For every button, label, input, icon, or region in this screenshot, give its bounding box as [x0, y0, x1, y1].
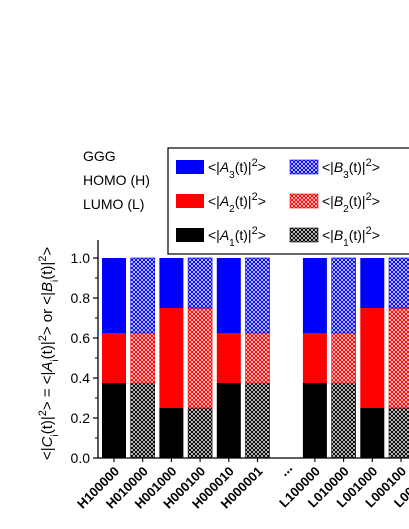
bar-h000010-a1	[216, 383, 241, 458]
legend-label-b3: <|B3(t)|2>	[322, 157, 380, 181]
y-tick-label: 0.8	[71, 290, 91, 306]
y-tick-label: 1.0	[71, 250, 91, 266]
y-axis-label-text: <|Ci(t)|2> = <|Ai(t)|2> or <|Bi(t)|2>	[37, 247, 61, 460]
legend-swatch-a1	[176, 228, 204, 242]
bar-l001000-a3	[360, 258, 385, 308]
bar-l000100-b3	[388, 257, 409, 309]
bars-group	[102, 257, 409, 459]
bar-h010000-b2	[130, 332, 155, 384]
bar-l001000-a2	[360, 308, 385, 408]
bar-h001000-a3	[159, 258, 184, 308]
bar-l001000-a1	[360, 408, 385, 458]
bar-h000001-b2	[245, 332, 270, 384]
annotation-line-lumo: LUMO (L)	[83, 196, 145, 212]
bar-l000100-b1	[388, 407, 409, 459]
bar-l010000-b1	[331, 382, 356, 459]
y-tick-label: 0.0	[71, 450, 91, 466]
bar-h000001-b1	[245, 382, 270, 459]
bar-h001000-a1	[159, 408, 184, 458]
bar-l000100-b2	[388, 307, 409, 409]
bar-l010000-b3	[331, 257, 356, 334]
legend-swatch-a3	[176, 160, 204, 174]
legend-box	[167, 147, 409, 255]
bar-l100000-a3	[302, 258, 327, 333]
bar-h100000-a3	[102, 258, 126, 333]
bar-h001000-a2	[159, 308, 184, 408]
y-tick-label: 0.6	[71, 330, 91, 346]
bar-l100000-a1	[302, 383, 327, 458]
legend-label-b2: <|B2(t)|2>	[322, 191, 380, 215]
bar-h010000-b1	[130, 382, 155, 459]
annotation-line-homo: HOMO (H)	[83, 172, 150, 188]
legend: <|A3(t)|2> <|B3(t)|2> <|A2(t)|2> <|B2(t)|2>…	[167, 147, 409, 255]
bar-h100000-a2	[102, 333, 126, 383]
bar-h000010-a3	[216, 258, 241, 333]
bar-h000100-b3	[187, 257, 213, 309]
legend-label-a3: <|A3(t)|2>	[208, 157, 266, 181]
x-gap-label: ...	[276, 460, 296, 480]
legend-swatch-b1	[289, 227, 319, 243]
legend-label-b1: <|B1(t)|2>	[322, 225, 380, 249]
ticks-group: 0.0 0.2 0.4 0.6 0.8 1.0	[71, 250, 98, 466]
legend-label-a1: <|A1(t)|2>	[208, 225, 266, 249]
bar-h000100-b1	[187, 407, 213, 459]
legend-label-a2: <|A2(t)|2>	[208, 191, 266, 215]
bar-h000001-b3	[245, 257, 270, 334]
x-labels-group: H100000H010000H001000H000100H000010H0000…	[74, 458, 409, 511]
bar-l010000-b2	[331, 332, 356, 384]
bar-h100000-a1	[102, 383, 126, 458]
y-axis-label: <|Ci(t)|2> = <|Ai(t)|2> or <|Bi(t)|2>	[37, 247, 61, 460]
bar-l100000-a2	[302, 333, 327, 383]
bar-h000010-a2	[216, 333, 241, 383]
legend-swatch-b3	[289, 159, 319, 175]
axes-group	[97, 240, 409, 459]
legend-swatch-b2	[289, 193, 319, 209]
annotation-line-ggg: GGG	[83, 148, 116, 164]
legend-swatch-a2	[176, 194, 204, 208]
y-tick-label: 0.2	[71, 410, 91, 426]
y-tick-label: 0.4	[71, 370, 91, 386]
bar-h000100-b2	[187, 307, 213, 409]
bar-h010000-b3	[130, 257, 155, 334]
